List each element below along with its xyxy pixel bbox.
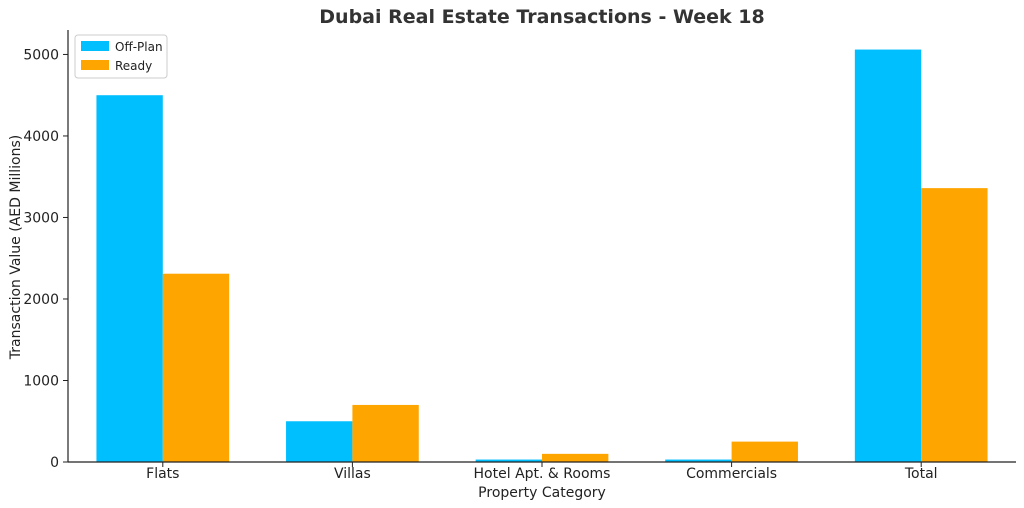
x-tick-label: Villas — [334, 466, 371, 482]
x-axis-label: Property Category — [478, 485, 606, 501]
bar-off-plan-villas — [286, 421, 353, 462]
bar-ready-hotel-apt-rooms — [542, 453, 609, 462]
bar-ready-flats — [162, 273, 230, 462]
y-tick-label: 3000 — [23, 210, 59, 226]
bar-off-plan-commercials — [665, 459, 732, 462]
bar-off-plan-flats — [96, 95, 163, 463]
legend-swatch-off-plan — [81, 41, 109, 51]
bar-ready-commercials — [731, 441, 798, 462]
plot-area: 0 1000 2000 3000 4000 5000 Flats Villas Hotel Ap… — [23, 30, 1016, 482]
x-tick-label: Commercials — [686, 466, 777, 482]
y-axis-label: Transaction Value (AED Millions) — [8, 135, 24, 360]
bar-off-plan-total — [854, 49, 922, 463]
x-tick-label: Total — [904, 466, 938, 482]
bar-ready-villas — [352, 404, 419, 462]
legend-label-off-plan: Off-Plan — [115, 40, 163, 54]
legend-swatch-ready — [81, 60, 109, 70]
y-tick-label: 5000 — [23, 47, 59, 63]
y-tick-label: 4000 — [23, 129, 59, 145]
legend-label-ready: Ready — [115, 59, 152, 73]
x-tick-label: Flats — [146, 466, 179, 482]
x-tick-label: Hotel Apt. & Rooms — [474, 466, 611, 482]
y-tick-label: 1000 — [23, 373, 59, 389]
legend: Off-Plan Ready — [74, 34, 168, 79]
y-tick-label: 2000 — [23, 292, 59, 308]
bar-ready-total — [921, 188, 988, 462]
bar-off-plan-hotel-apt-rooms — [475, 459, 542, 462]
y-tick-label: 0 — [50, 455, 59, 471]
chart-title: Dubai Real Estate Transactions - Week 18 — [319, 6, 764, 28]
